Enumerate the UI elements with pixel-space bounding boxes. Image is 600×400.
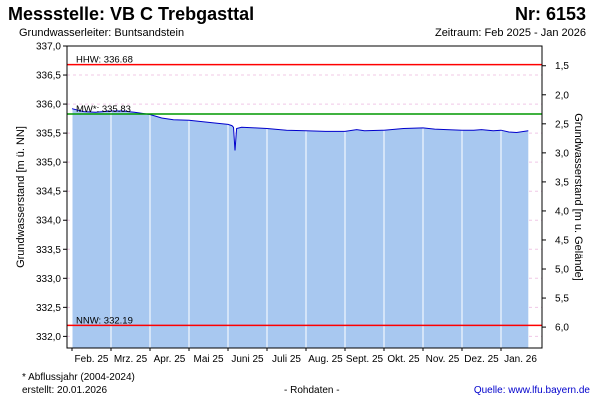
footnote: * Abflussjahr (2004-2024): [22, 372, 135, 383]
right-tick-label: 3,0: [555, 148, 569, 159]
mw-label: MW*: 335.83: [76, 104, 131, 115]
x-tick-label: Jan. 26: [504, 354, 537, 365]
right-tick-label: 6,0: [555, 323, 569, 334]
left-tick-label: 333,0: [36, 274, 61, 285]
source-info: Quelle: www.lfu.bayern.de: [474, 385, 590, 396]
nnw-label: NNW: 332.19: [76, 315, 133, 326]
right-tick-label: 4,5: [555, 235, 569, 246]
left-tick-label: 332,5: [36, 303, 61, 314]
x-tick-label: Dez. 25: [464, 354, 499, 365]
left-tick-label: 334,5: [36, 187, 61, 198]
right-tick-label: 5,0: [555, 265, 569, 276]
left-tick-label: 337,0: [36, 42, 61, 53]
left-tick-label: 332,0: [36, 332, 61, 343]
plot-frame: [66, 45, 543, 349]
right-tick-label: 1,5: [555, 61, 569, 72]
left-tick-label: 336,0: [36, 100, 61, 111]
right-tick-label: 4,0: [555, 206, 569, 217]
source-link[interactable]: www.lfu.bayern.de: [508, 385, 590, 396]
right-tick-label: 5,5: [555, 294, 569, 305]
station-title: Messstelle: VB C Trebgasttal: [8, 4, 255, 24]
x-tick-label: Juli 25: [272, 354, 301, 365]
reference-lines: HHW: 336.68 MW*: 335.83 NNW: 332.19: [67, 55, 542, 326]
raw-data-label: - Rohdaten -: [284, 385, 340, 396]
left-tick-label: 333,5: [36, 245, 61, 256]
right-tick-label: 2,0: [555, 90, 569, 101]
left-axis: 332,0 332,5 333,0 333,5 334,0 334,5 335,0 335,5…: [36, 42, 67, 343]
created-date: erstellt: 20.01.2026: [22, 385, 108, 396]
water-level-area: [72, 108, 529, 348]
aquifer-label: Grundwasserleiter: Buntsandstein: [19, 27, 185, 39]
right-tick-label: 2,5: [555, 119, 569, 130]
right-axis: 1,5 2,0 2,5 3,0 3,5 4,0 4,5 5,0 5,5 6,0: [542, 61, 569, 334]
x-tick-label: Mrz. 25: [114, 354, 148, 365]
x-tick-label: Juni 25: [231, 354, 264, 365]
left-tick-label: 335,0: [36, 158, 61, 169]
left-tick-label: 334,0: [36, 216, 61, 227]
left-axis-title: Grundwasserstand [m ü. NN]: [15, 126, 27, 268]
right-axis-title: Grundwasserstand [m u. Gelände]: [572, 113, 584, 281]
x-tick-label: Nov. 25: [426, 354, 460, 365]
x-tick-label: Aug. 25: [308, 354, 343, 365]
left-tick-label: 336,5: [36, 71, 61, 82]
x-tick-label: Feb. 25: [75, 354, 109, 365]
period-label: Zeitraum: Feb 2025 - Jan 2026: [434, 27, 586, 39]
x-tick-label: Okt. 25: [387, 354, 420, 365]
hhw-label: HHW: 336.68: [76, 55, 133, 66]
x-tick-label: Sept. 25: [346, 354, 384, 365]
x-axis: Feb. 25 Mrz. 25 Apr. 25 Mai 25 Juni 25 Juli 2…: [71, 348, 537, 365]
station-number: Nr: 6153: [514, 4, 586, 24]
vertical-grid: [71, 46, 502, 348]
left-tick-label: 335,5: [36, 129, 61, 140]
x-tick-label: Mai 25: [193, 354, 223, 365]
water-level-line: [71, 108, 529, 151]
source-label: Quelle:: [473, 385, 509, 396]
right-tick-label: 3,5: [555, 177, 569, 188]
x-tick-label: Apr. 25: [154, 354, 186, 365]
